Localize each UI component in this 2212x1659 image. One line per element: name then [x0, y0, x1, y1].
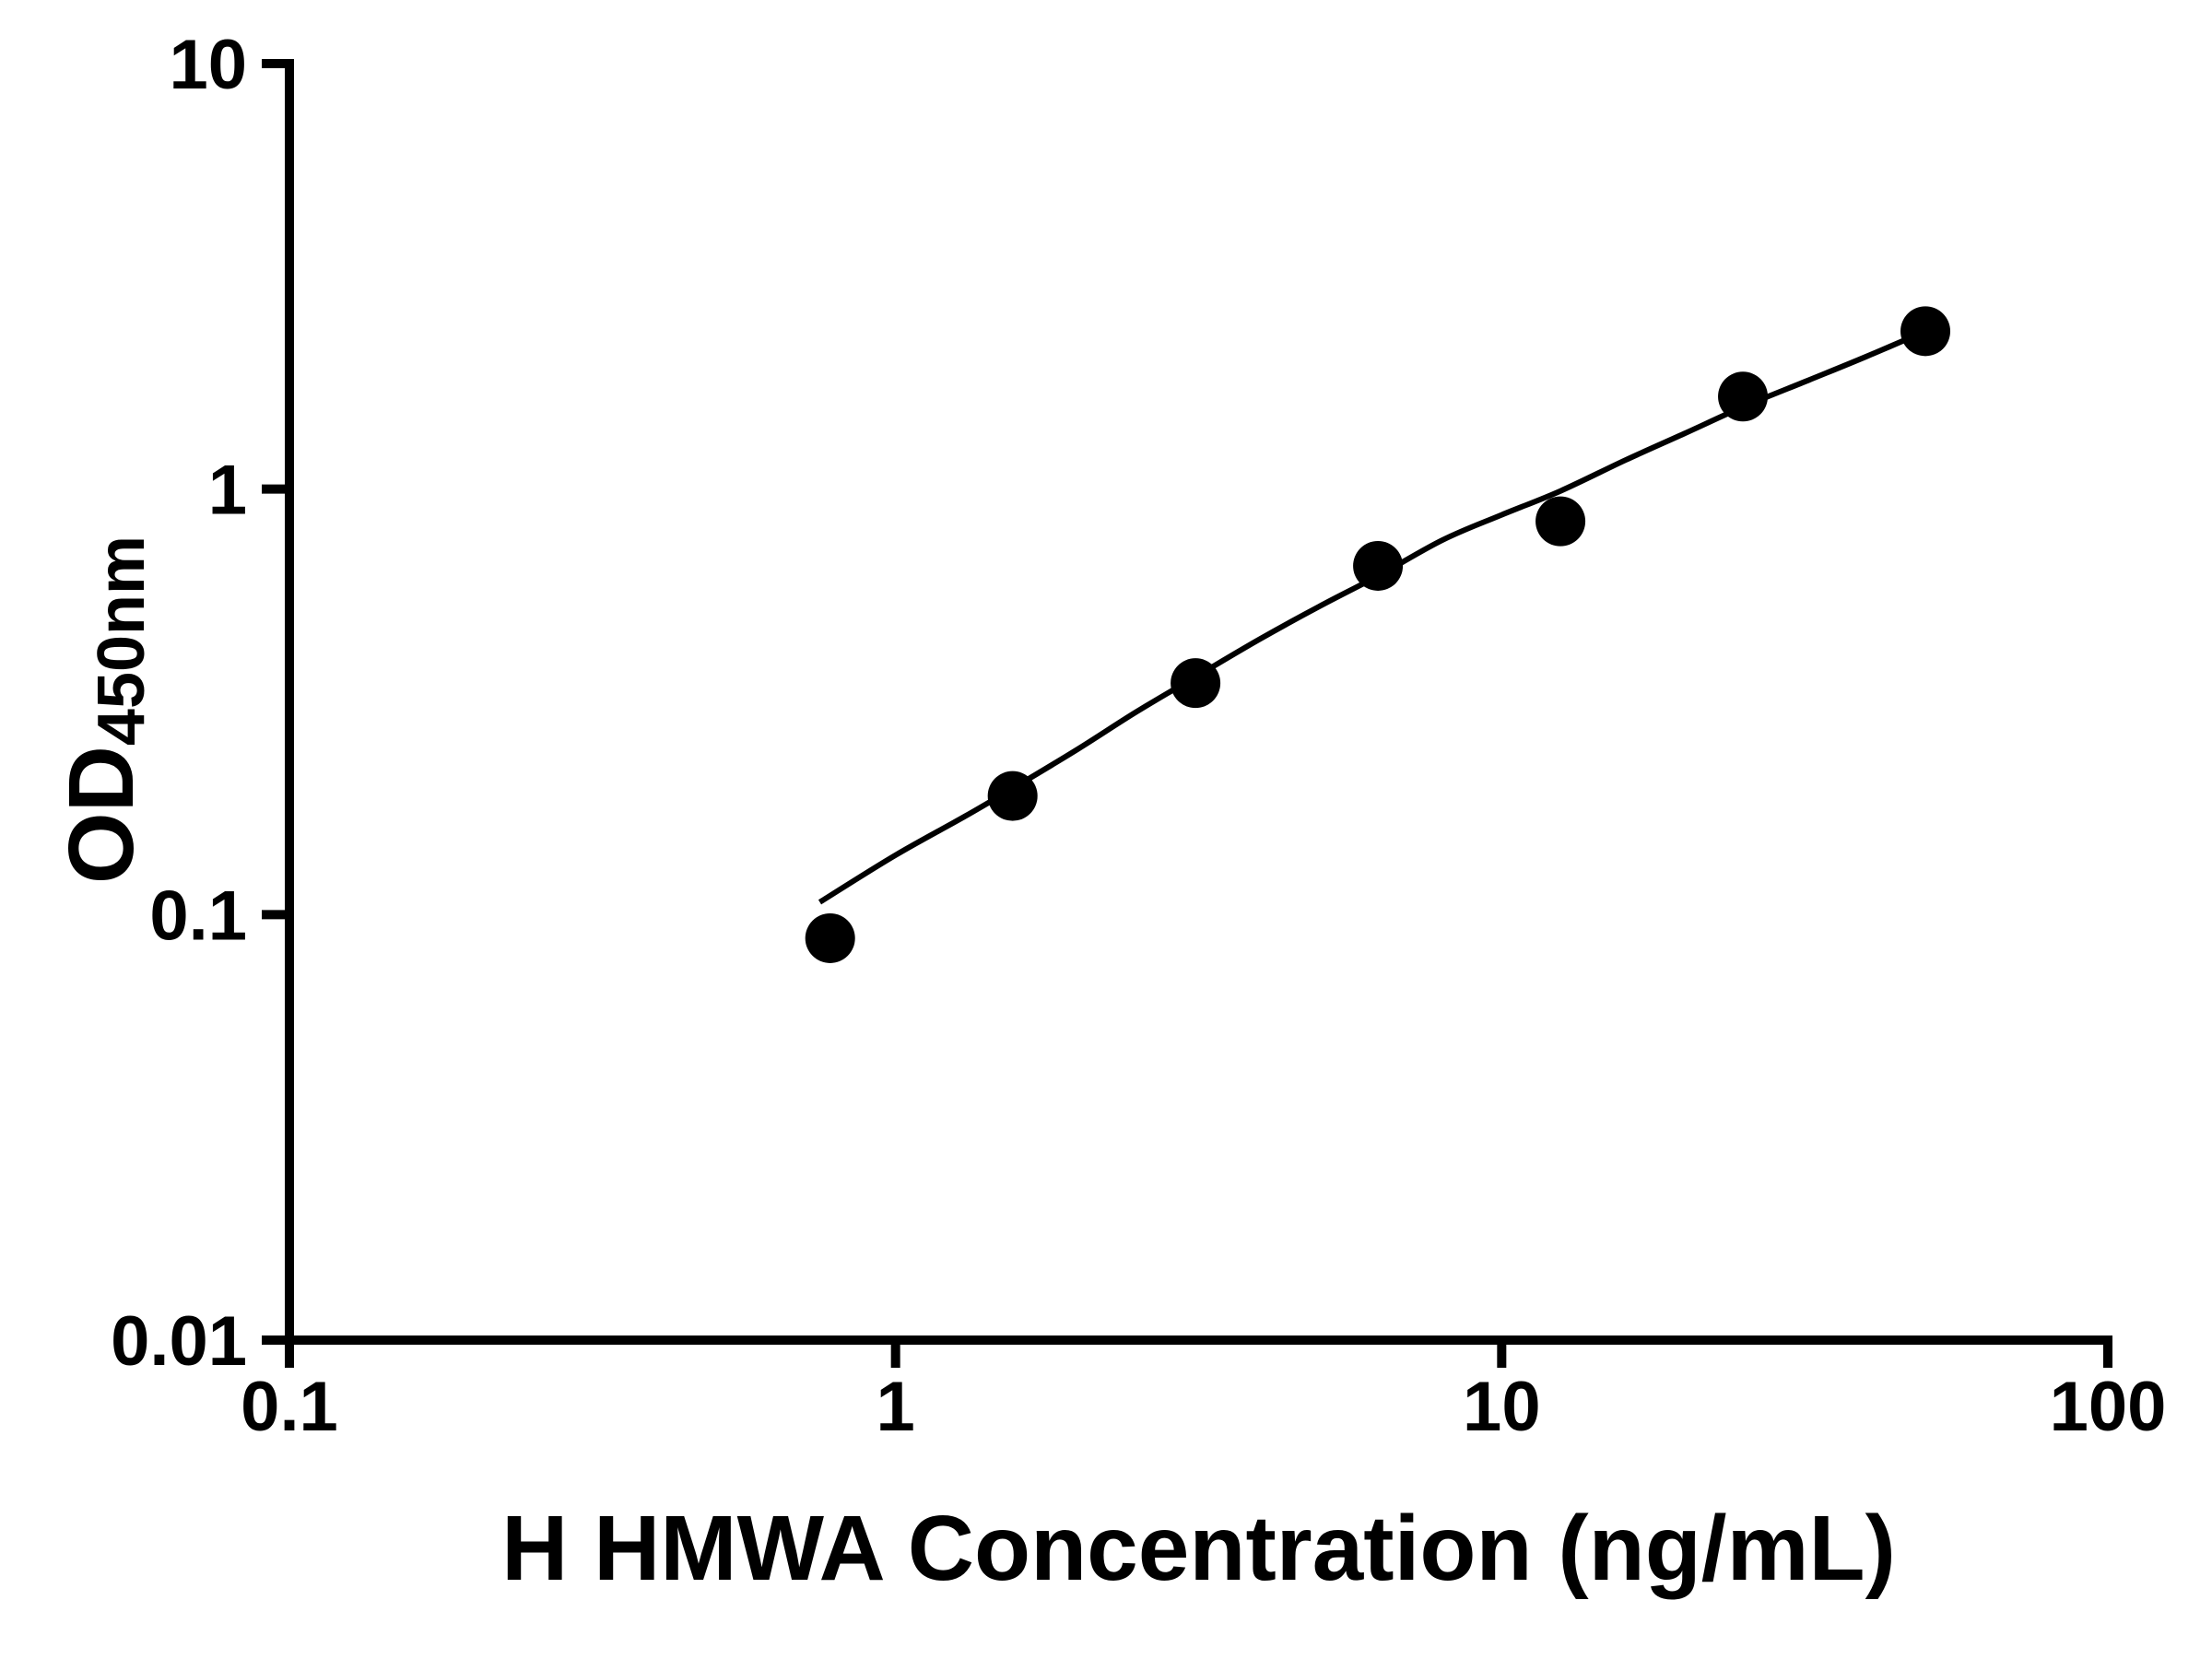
- y-axis-title-sub: 450nm: [85, 535, 159, 747]
- x-tick-label: 1: [877, 1368, 915, 1446]
- y-tick-label: 10: [169, 26, 247, 104]
- data-point: [1718, 371, 1769, 422]
- data-point: [1535, 496, 1586, 547]
- y-tick-label: 0.1: [149, 877, 247, 955]
- data-point: [1171, 658, 1221, 709]
- data-point: [987, 771, 1038, 821]
- x-axis-title: H HMWA Concentration (ng/mL): [501, 1497, 1896, 1600]
- data-point: [805, 912, 855, 963]
- x-tick-label: 10: [1463, 1368, 1541, 1446]
- y-tick-label: 0.01: [111, 1302, 247, 1381]
- data-point: [1900, 306, 1951, 357]
- y-tick-label: 1: [208, 452, 247, 530]
- x-tick-label: 100: [2050, 1368, 2167, 1446]
- data-point: [1353, 540, 1404, 591]
- y-axis-title-main: OD: [50, 746, 153, 885]
- fit-curve: [818, 328, 1927, 905]
- y-axis-title: OD450nm: [50, 535, 159, 884]
- x-tick-label: 0.1: [241, 1368, 338, 1446]
